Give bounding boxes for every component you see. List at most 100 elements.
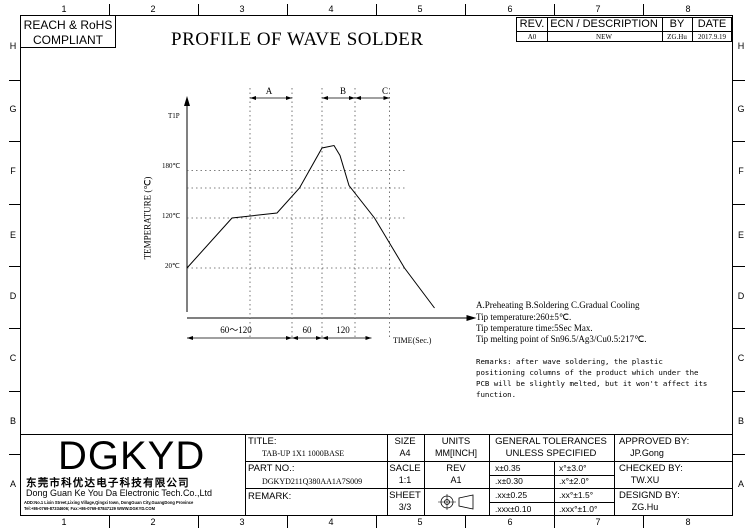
column-marker-top: 8 bbox=[685, 4, 691, 14]
rev-value: A0 bbox=[527, 33, 537, 41]
checked-label: CHECKED BY: bbox=[619, 463, 683, 474]
tol-col-line bbox=[554, 461, 555, 516]
time-segment-2: 60 bbox=[302, 325, 312, 335]
tb-col-title-end bbox=[387, 434, 388, 516]
size-label: SIZE bbox=[394, 436, 416, 447]
column-marker-bottom: 6 bbox=[507, 517, 513, 527]
approved-value: JP.Gong bbox=[630, 448, 664, 458]
partno-label: PART NO.: bbox=[248, 463, 295, 474]
drawing-border bbox=[20, 15, 733, 516]
y-tick-180: 180℃ bbox=[162, 162, 181, 170]
designed-label: DESIGND BY: bbox=[619, 490, 680, 501]
zone-c-label: C bbox=[381, 86, 389, 96]
tol-angular-4: .xxx°±1.0° bbox=[559, 504, 598, 514]
approved-label: APPROVED BY: bbox=[619, 436, 690, 447]
row-marker-tick bbox=[733, 328, 745, 329]
tol-angular-3: .xx°±1.5° bbox=[559, 490, 594, 500]
row-marker-right: H bbox=[737, 41, 745, 51]
projection-cone bbox=[458, 494, 474, 510]
remarks-line-3: PCB will be slightly melted, but it won'… bbox=[476, 379, 708, 388]
rev-block-value: A1 bbox=[450, 475, 462, 485]
row-marker-tick bbox=[733, 454, 745, 455]
company-contact: Tel:+86-0769-87334606; Fax:+86-0769-8784… bbox=[24, 506, 155, 511]
column-marker-bottom: 4 bbox=[328, 517, 334, 527]
row-marker-left: E bbox=[9, 230, 17, 240]
column-marker-tick bbox=[376, 516, 377, 528]
units-label: UNITS bbox=[441, 436, 471, 447]
time-segment-1-dimension-arrow-left bbox=[187, 336, 193, 340]
row-marker-tick bbox=[733, 204, 745, 205]
zone-a-dimension-arrow-left bbox=[250, 96, 256, 100]
tol-row-line-2 bbox=[489, 488, 614, 489]
sheet-label: SHEET bbox=[389, 490, 421, 501]
row-marker-left: C bbox=[9, 353, 17, 363]
units-value: MM[INCH] bbox=[435, 448, 477, 458]
rev-label: REV bbox=[446, 463, 466, 474]
x-axis-arrow bbox=[466, 315, 477, 321]
tol-linear-2: .x±0.30 bbox=[495, 476, 523, 486]
designed-value: ZG.Hu bbox=[631, 502, 659, 512]
row-marker-left: F bbox=[10, 166, 16, 176]
title-value: TAB-UP 1X1 1000BASE bbox=[262, 449, 345, 458]
row-marker-left: A bbox=[9, 479, 17, 489]
zone-b-dimension-arrow-right bbox=[349, 96, 355, 100]
rev-col-line-2 bbox=[662, 17, 663, 42]
row-marker-tick bbox=[733, 141, 745, 142]
y-tick-t1p: T1P bbox=[168, 112, 180, 120]
row-marker-tick bbox=[9, 141, 20, 142]
compliance-line1: REACH & RoHS bbox=[23, 18, 113, 32]
row-marker-tick bbox=[9, 391, 20, 392]
row-marker-tick bbox=[9, 266, 20, 267]
tb-col-size-end bbox=[424, 434, 425, 516]
column-marker-top: 1 bbox=[61, 4, 67, 14]
time-segment-2-dimension-arrow-right bbox=[316, 336, 322, 340]
column-marker-tick bbox=[109, 4, 110, 15]
rev-header: REV. bbox=[519, 18, 545, 30]
zone-a-dimension-arrow-right bbox=[286, 96, 292, 100]
tip-time-note: Tip temperature time:5Sec Max. bbox=[476, 323, 593, 333]
rev-col-line-1 bbox=[547, 17, 548, 42]
column-marker-tick bbox=[287, 4, 288, 15]
company-logo: DGKYD bbox=[58, 434, 206, 478]
profile-curve bbox=[186, 144, 435, 309]
row-marker-left: D bbox=[9, 291, 17, 301]
scale-label: SACLE bbox=[389, 463, 421, 474]
approval-line-1 bbox=[614, 461, 733, 462]
time-segment-2-dimension-arrow-left bbox=[292, 336, 298, 340]
time-segment-3-dimension-arrow-left bbox=[322, 336, 328, 340]
time-segment-1-dimension-arrow-right bbox=[286, 336, 292, 340]
zone-a-label: A bbox=[265, 86, 273, 96]
ecn-value: NEW bbox=[596, 33, 612, 41]
sheet-value: 3/3 bbox=[398, 502, 412, 512]
column-marker-tick bbox=[554, 516, 555, 528]
row-marker-right: A bbox=[737, 479, 745, 489]
column-marker-tick bbox=[554, 4, 555, 15]
zone-legend: A.Preheating B.Soldering C.Gradual Cooli… bbox=[476, 300, 640, 310]
row-marker-left: B bbox=[9, 416, 17, 426]
tol-linear-4: .xxx±0.10 bbox=[495, 504, 532, 514]
zone-b-dimension-arrow-left bbox=[322, 96, 328, 100]
company-name-en: Dong Guan Ke You Da Electronic Tech.Co.,… bbox=[26, 488, 212, 498]
tol-row-line-1 bbox=[489, 475, 614, 476]
zone-c-dimension-arrow-right bbox=[383, 96, 390, 100]
rev-col-line-3 bbox=[692, 17, 693, 42]
y-tick-120: 120℃ bbox=[162, 212, 181, 220]
column-marker-bottom: 8 bbox=[685, 517, 691, 527]
column-marker-bottom: 5 bbox=[417, 517, 423, 527]
row-marker-tick bbox=[9, 80, 20, 81]
column-marker-bottom: 3 bbox=[239, 517, 245, 527]
row-marker-right: E bbox=[737, 230, 745, 240]
x-axis-label: TIME(Sec.) bbox=[393, 336, 432, 345]
tb-row-line-1 bbox=[245, 461, 490, 462]
tol-row-line-3 bbox=[489, 502, 614, 503]
row-marker-right: G bbox=[737, 104, 745, 114]
column-marker-tick bbox=[198, 516, 199, 528]
tb-row-line-2 bbox=[245, 488, 490, 489]
column-marker-tick bbox=[643, 4, 644, 15]
column-marker-top: 7 bbox=[595, 4, 601, 14]
y-tick-20: 20℃ bbox=[165, 262, 180, 270]
column-marker-top: 5 bbox=[417, 4, 423, 14]
date-header: DATE bbox=[697, 18, 727, 30]
